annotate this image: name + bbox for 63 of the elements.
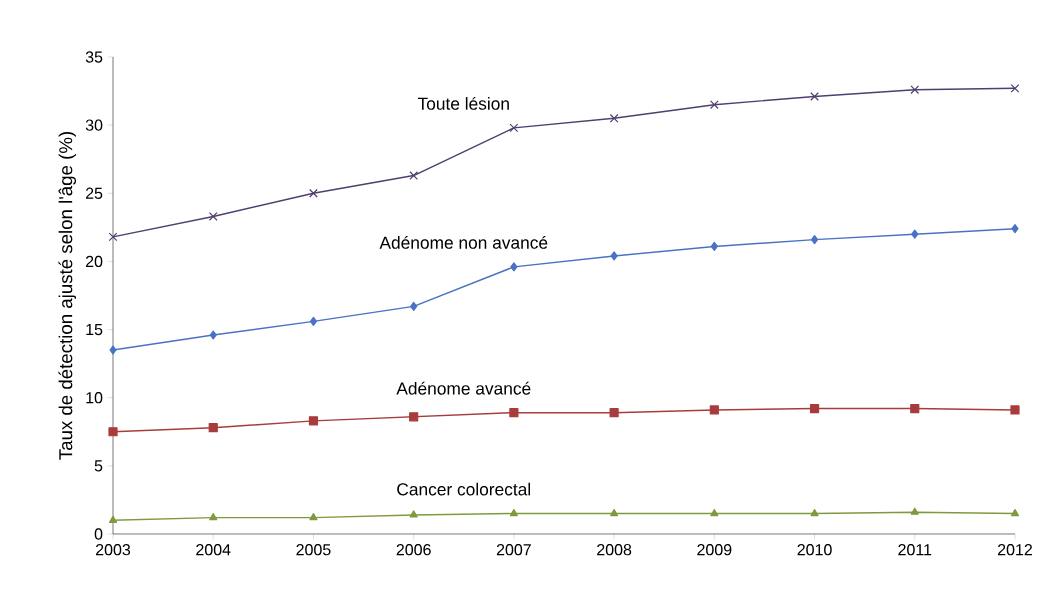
point (710, 508, 719, 517)
x-tick-label: 2003 (96, 544, 131, 556)
y-tick-label: 0 (94, 528, 103, 540)
x-tick-label: 2007 (496, 544, 531, 556)
point (410, 301, 418, 311)
point (910, 507, 919, 515)
x-tick-label: 2008 (597, 544, 632, 556)
y-tick-label: 35 (85, 51, 103, 63)
point (810, 92, 819, 101)
point (209, 513, 218, 521)
series-label: Adénome non avancé (379, 235, 548, 249)
x-tick-label: 2006 (396, 544, 431, 556)
point (709, 100, 719, 110)
x-tick-label: 2005 (296, 544, 331, 556)
point (609, 113, 619, 123)
point (509, 508, 518, 517)
point (208, 423, 218, 433)
x-tick-label: 2010 (797, 544, 832, 556)
point (810, 235, 819, 245)
series-label: Adénome avancé (396, 381, 531, 395)
point (510, 262, 518, 272)
point (208, 212, 218, 221)
point (409, 412, 419, 422)
point (910, 85, 920, 95)
point (309, 188, 318, 198)
x-tick-label: 2004 (196, 544, 231, 556)
y-tick-label: 30 (85, 119, 103, 131)
point (910, 404, 920, 414)
point (610, 251, 618, 261)
point (309, 513, 318, 521)
point (1010, 83, 1020, 93)
point (710, 241, 718, 252)
point (610, 508, 619, 517)
point (509, 123, 519, 133)
y-tick-label: 20 (85, 255, 103, 268)
x-tick-label: 2011 (898, 544, 932, 556)
point (409, 171, 419, 180)
point (509, 408, 519, 418)
y-axis-title: Taux de détection ajusté selon l'âge (%) (58, 132, 77, 460)
series-label: Cancer colorectal (397, 482, 531, 496)
point (809, 404, 820, 414)
x-tick-label: 2012 (997, 544, 1032, 556)
point (108, 515, 118, 523)
y-tick-label: 15 (86, 323, 103, 336)
point (409, 510, 418, 518)
point (810, 508, 819, 517)
point (1010, 405, 1020, 415)
series-label: Toute lésion (417, 96, 509, 110)
y-tick-label: 5 (94, 460, 103, 472)
point (911, 229, 919, 239)
point (1010, 508, 1020, 517)
y-tick-label: 25 (85, 187, 103, 199)
point (308, 416, 319, 426)
point (1011, 224, 1019, 234)
point (109, 345, 117, 355)
point (108, 232, 118, 242)
point (709, 405, 719, 415)
point (309, 316, 318, 326)
point (209, 330, 217, 340)
point (609, 408, 619, 418)
y-tick-label: 10 (86, 392, 103, 404)
x-tick-label: 2009 (697, 544, 732, 556)
point (108, 427, 118, 437)
